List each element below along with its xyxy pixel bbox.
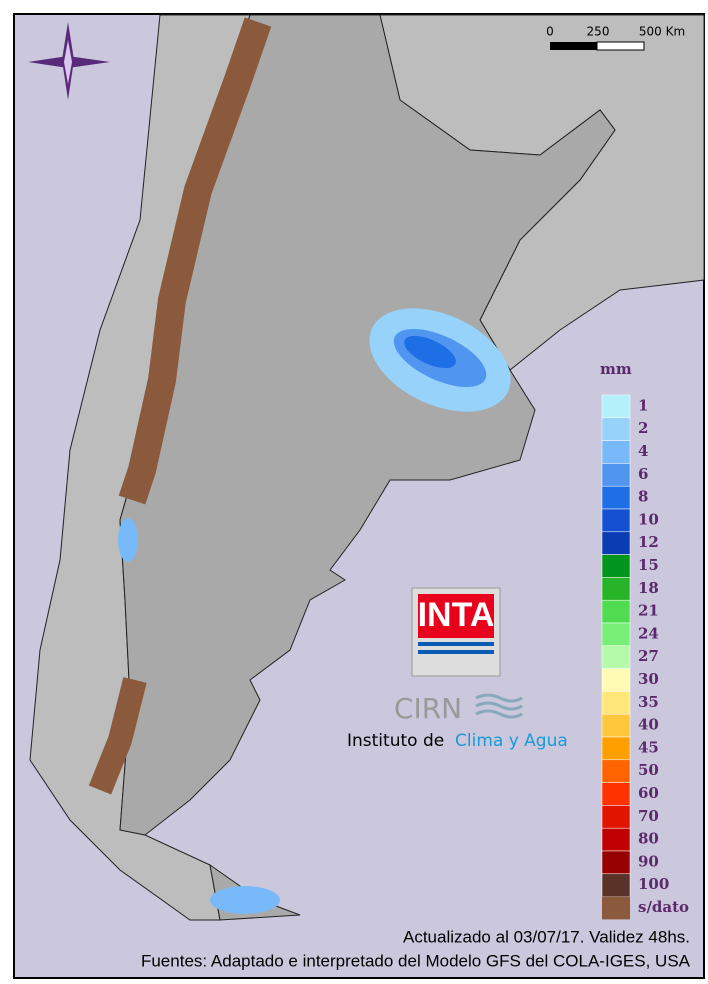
legend-label: 90 (638, 852, 659, 870)
legend-label: 1 (638, 396, 648, 414)
legend-swatch (601, 850, 631, 875)
legend-swatch (601, 554, 631, 578)
no-data-andes-south (88, 677, 147, 795)
sources-note: Fuentes: Adaptado e interpretado del Mod… (141, 951, 691, 970)
legend-label: 50 (638, 761, 659, 779)
legend-label: 40 (638, 716, 659, 734)
legend-swatch (601, 691, 631, 715)
legend-swatch (601, 531, 631, 555)
legend-label: 70 (638, 807, 659, 825)
inta-text: INTA (418, 596, 495, 634)
legend-label: 8 (638, 488, 648, 506)
institute-name: Clima y Agua (455, 731, 568, 751)
cirn-text: CIRN (394, 692, 462, 725)
legend-unit: mm (600, 360, 632, 378)
legend-swatch (601, 713, 631, 738)
legend-label: 80 (638, 830, 659, 848)
legend-label: 21 (638, 602, 659, 620)
update-note: Actualizado al 03/07/17. Validez 48hs. (403, 927, 690, 946)
legend-label: 4 (638, 442, 648, 460)
legend-swatch (601, 645, 631, 669)
legend-swatch (601, 394, 631, 419)
legend-swatch (601, 417, 631, 441)
legend-swatch (601, 805, 631, 829)
no-data-andes (118, 17, 272, 505)
legend-swatch (601, 827, 631, 852)
legend-label: 24 (638, 624, 659, 642)
cirn-waves (475, 693, 523, 719)
scale-label: 250 (587, 25, 610, 39)
legend-swatch (601, 508, 631, 533)
argentina (119, 14, 616, 836)
legend-label: 35 (638, 693, 659, 711)
legend-swatch (602, 896, 630, 920)
legend-label: 30 (638, 670, 659, 688)
legend-swatch (601, 485, 631, 510)
scale-label: 500 Km (639, 25, 685, 39)
legend: 1246810121518212427303540455060708090100… (601, 394, 689, 920)
rain-area (210, 886, 280, 914)
legend-label: 60 (638, 784, 659, 802)
legend-label: 6 (638, 465, 648, 483)
legend-swatch (601, 668, 631, 692)
legend-label: 27 (638, 647, 659, 665)
legend-swatch (601, 736, 631, 761)
legend-label: 18 (638, 579, 659, 597)
legend-label: 10 (638, 510, 659, 528)
compass (28, 22, 110, 100)
legend-label: 2 (638, 419, 648, 437)
inta-logo (411, 587, 501, 677)
legend-swatch (601, 463, 631, 487)
legend-swatch (601, 759, 631, 783)
legend-label: 15 (638, 556, 659, 574)
legend-swatch (601, 599, 631, 624)
institute-prefix: Instituto de (347, 731, 444, 751)
legend-swatch (601, 873, 631, 897)
rain-area (404, 335, 456, 369)
legend-swatch (601, 622, 631, 647)
legend-label: 12 (638, 533, 659, 551)
scale-label: 0 (546, 25, 554, 39)
legend-label: 45 (638, 738, 659, 756)
legend-swatch (601, 577, 631, 601)
legend-swatch (601, 440, 631, 464)
legend-label: s/dato (638, 898, 689, 916)
scale-bar (550, 41, 645, 51)
legend-swatch (601, 782, 631, 806)
rain-area (118, 518, 138, 562)
legend-label: 100 (638, 875, 669, 893)
